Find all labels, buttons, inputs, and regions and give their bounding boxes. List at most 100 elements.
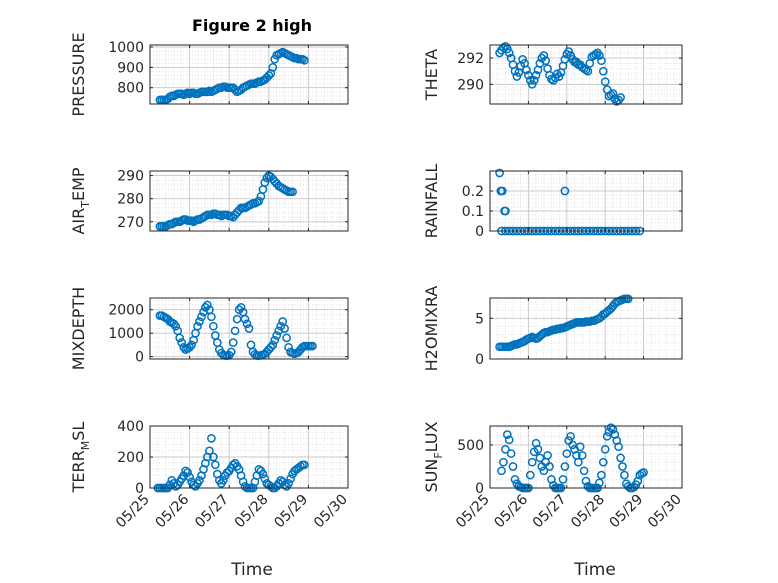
data-point [600,77,610,87]
y-label-part: SL [69,422,88,441]
data-point [205,446,214,456]
subplot-air_temp: 270 280 290 AIRTEMP [69,167,349,235]
data-point [195,317,204,326]
data-point [300,55,309,65]
data-point [282,333,291,343]
data-point [539,466,549,476]
data-point [566,431,575,441]
data-point [207,312,216,322]
y-tick-label: 292 [457,51,484,67]
data-point [560,462,570,471]
data-point [535,453,545,463]
y-label-part: AIR [69,208,88,235]
data-point [504,435,514,445]
y-axis-label: THETA [422,49,441,101]
grid [150,298,348,359]
data-point [568,440,577,450]
data-point [583,66,593,76]
data-point [185,342,194,352]
data-point [577,450,587,460]
data-point [506,449,516,458]
data-point [591,49,600,59]
data-point [171,321,181,331]
data-point [236,303,246,312]
data-point [203,300,212,310]
data-point [193,321,202,331]
y-tick-label: 0.2 [462,184,484,200]
y-tick-label: 290 [117,169,144,185]
data-point [608,89,618,98]
data-point [260,474,270,484]
y-tick-label: 5 [475,311,484,327]
data-point [244,324,254,333]
data-point [288,187,297,197]
axes-box [489,44,683,105]
y-tick-label: 0 [475,224,484,240]
series-air_temp [155,171,297,231]
data-point [545,462,554,471]
y-tick-label: 1000 [108,40,144,56]
y-label-part: LUX [422,421,441,452]
y-tick-label: 500 [457,438,484,454]
data-point [497,186,507,196]
data-point [207,434,216,443]
data-point [260,178,270,187]
data-point [501,444,510,454]
data-point [209,452,218,462]
data-point [541,56,551,66]
data-point [264,71,274,80]
y-label-subscript: F [432,452,445,458]
grid [490,171,682,232]
data-point [183,468,192,477]
data-point [595,51,604,60]
data-point [579,466,589,476]
y-tick-label: 270 [117,215,144,231]
y-tick-label: 0.1 [462,204,484,220]
data-point [522,65,531,75]
subplot-theta: 290 292 THETA [422,41,683,106]
data-point [543,450,552,460]
data-point [175,333,185,343]
series-h2omixra [495,294,633,352]
data-point [562,449,572,458]
data-point [602,431,612,441]
data-point [187,340,196,350]
data-point [531,70,541,80]
data-point [258,469,268,479]
data-point [169,319,179,329]
data-point [284,479,293,488]
data-point [597,56,606,66]
data-point [623,294,633,304]
data-point [240,314,250,324]
data-point [497,466,506,476]
data-point [595,478,604,488]
data-point [296,461,305,471]
y-axis-label: PRESSURE [69,32,88,116]
axes-box [149,297,349,360]
data-point [539,51,549,60]
data-point [266,342,276,352]
y-label-part: SUN [422,459,441,493]
data-point [197,312,206,322]
y-tick-label: 0 [135,350,144,366]
plot-area [490,171,682,231]
y-axis-label: TERRMSL [69,422,92,494]
data-point [525,470,535,480]
data-point [238,477,248,487]
data-point [614,442,623,452]
data-point [254,196,264,206]
subplot-pressure: 800 900 1000 PRESSURE [69,32,349,117]
data-point [228,338,238,347]
data-point [598,457,608,467]
data-point [527,457,537,467]
y-tick-label: 200 [117,450,144,466]
series-mixdepth [155,300,317,361]
data-point [230,326,240,336]
data-point [502,430,512,439]
data-point [230,85,240,95]
data-point [597,470,606,480]
data-point [270,335,280,345]
data-point [218,475,228,485]
data-point [209,321,218,331]
